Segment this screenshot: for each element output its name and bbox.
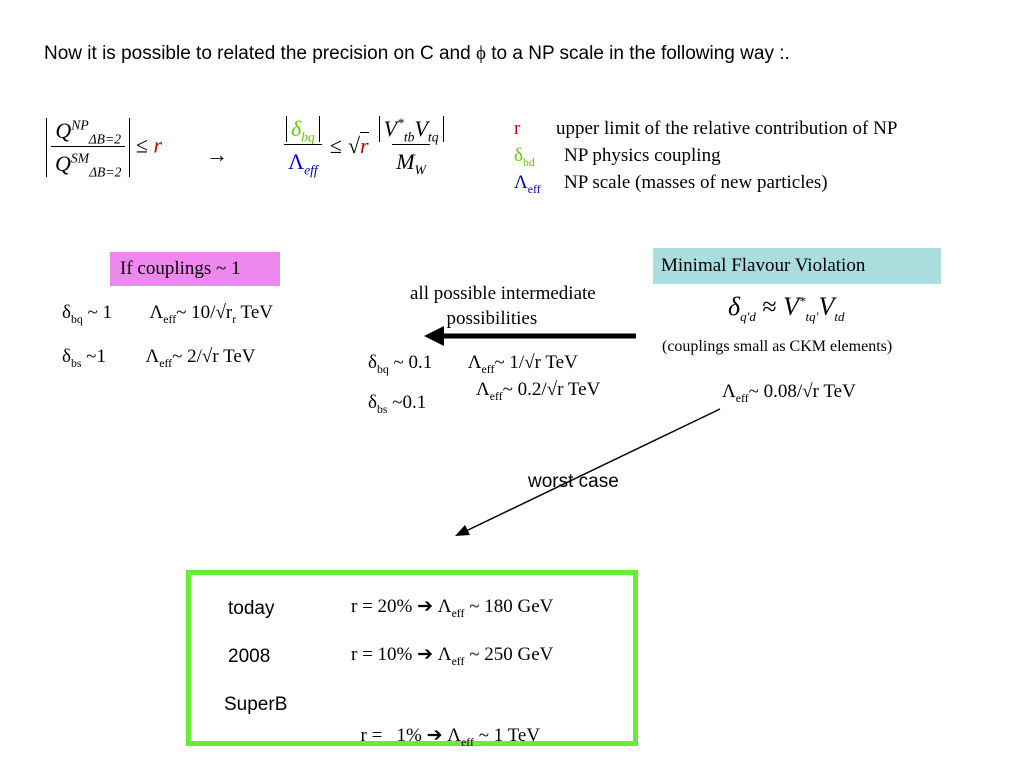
formula-ratio: QNPΔB=2 QSMΔB=2 ≤ r xyxy=(46,117,163,179)
mfv-box: Minimal Flavour Violation xyxy=(653,248,941,284)
legend-r: r upper limit of the relative contributio… xyxy=(514,118,898,139)
vtb-vtq-abs: V*tbVtq xyxy=(378,116,444,144)
arrow-icon: ➔ xyxy=(417,644,434,665)
phi-symbol: ϕ xyxy=(475,43,486,64)
ratio-fraction: QNPΔB=2 QSMΔB=2 xyxy=(51,117,126,179)
result-value-superb: r = 1% ➔ Λeff ~ 1 TeV xyxy=(360,725,541,749)
formula-scale: δbq Λeff ≤ √r V*tbVtq MW xyxy=(282,116,448,177)
legend: r upper limit of the relative contributio… xyxy=(514,115,897,196)
worst-case-label: worst case xyxy=(528,471,619,492)
abs-value: QNPΔB=2 QSMΔB=2 xyxy=(46,117,131,179)
intro-text: Now it is possible to related the precis… xyxy=(44,43,790,65)
lambda-eff: Λeff xyxy=(284,144,322,177)
middle-row-bs-delta: δbs ~0.1 xyxy=(368,392,427,416)
results-box xyxy=(186,570,638,746)
middle-row-bq: δbq ~ 0.1 Λeff~ 1/√r TeV xyxy=(368,352,578,376)
leq-symbol: ≤ xyxy=(135,132,148,158)
implies-arrow: → xyxy=(206,142,228,167)
legend-delta: δbd NP physics coupling xyxy=(514,145,721,169)
left-row-bq: δbq ~ 1 Λeff~ 10/√rr TeV xyxy=(62,302,273,326)
m-w: MW xyxy=(392,144,430,177)
arrow-icon: ➔ xyxy=(417,596,434,617)
intro-text-part2: to a NP scale in the following way :. xyxy=(485,43,790,64)
result-value-today: r = 20% ➔ Λeff ~ 180 GeV xyxy=(351,596,554,620)
left-row-bs: δbs ~1 Λeff~ 2/√r TeV xyxy=(62,346,256,370)
denominator-q-sm: QSMΔB=2 xyxy=(51,146,126,179)
mfv-formula: δq'd ≈ V*tq'Vtd xyxy=(728,292,845,325)
sqrt-r: √r xyxy=(347,131,369,158)
mfv-lambda: Λeff~ 0.08/√r TeV xyxy=(722,381,856,405)
arrow-label: all possible intermediate possibilities xyxy=(410,283,596,329)
result-label-today: today xyxy=(228,598,275,619)
result-label-superb: SuperB xyxy=(224,694,288,715)
legend-lambda: Λeff NP scale (masses of new particles) xyxy=(514,172,828,196)
delta-over-lambda: δbq Λeff xyxy=(282,116,324,177)
if-couplings-box: If couplings ~ 1 xyxy=(110,252,280,286)
intro-text-part1: Now it is possible to related the precis… xyxy=(44,43,476,64)
leq-symbol-2: ≤ xyxy=(329,132,342,158)
arrow-icon: ➔ xyxy=(426,725,443,746)
r-symbol: r xyxy=(153,132,163,158)
result-value-2008: r = 10% ➔ Λeff ~ 250 GeV xyxy=(351,644,554,668)
numerator-q-np: QNPΔB=2 xyxy=(55,117,122,147)
ckm-over-mw: V*tbVtq MW xyxy=(375,116,448,177)
result-label-2008: 2008 xyxy=(228,646,271,667)
mfv-note: (couplings small as CKM elements) xyxy=(662,338,893,355)
middle-row-bs-lambda: Λeff~ 0.2/√r TeV xyxy=(476,379,601,403)
delta-bq-abs: δbq xyxy=(286,116,320,144)
